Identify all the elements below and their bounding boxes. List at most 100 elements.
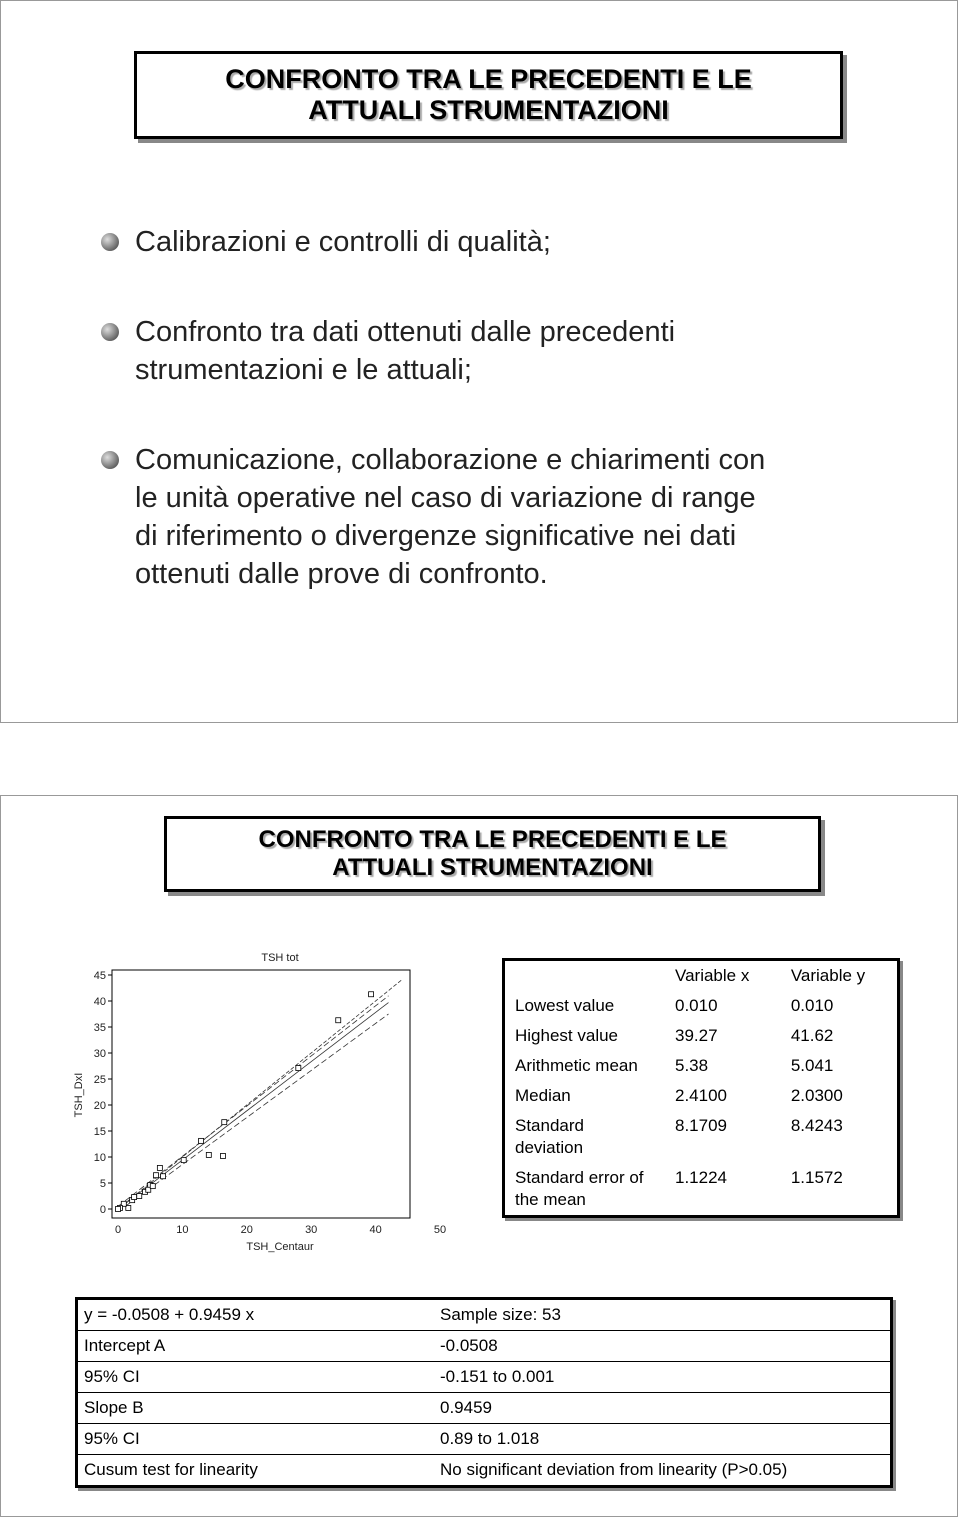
y-tick-label: 25: [94, 1074, 106, 1086]
row: Standard deviation 8.1709 8.4243: [504, 1111, 899, 1163]
fit-line: [117, 1002, 389, 1210]
point: [153, 1172, 159, 1179]
regression-table: y = -0.0508 + 0.9459 x Sample size: 53 Int…: [75, 1297, 893, 1488]
point: [221, 1119, 228, 1126]
point: [198, 1137, 204, 1144]
cell: 5.38: [675, 1056, 709, 1075]
point: [295, 1065, 302, 1071]
point: [145, 1186, 152, 1193]
slide-1: CONFRONTO TRA LE PRECEDENTI E LE ATTUALI …: [0, 0, 958, 723]
cell: 95% CI: [76, 1361, 434, 1393]
x-tick-label: 20: [241, 1224, 253, 1236]
bullet-line: strumentazioni e le attuali;: [135, 354, 472, 386]
y-tick-label: 30: [94, 1048, 106, 1060]
cell: 8.1709: [675, 1116, 727, 1135]
cell: Cusum test for linearity: [76, 1454, 434, 1487]
fit-line: [117, 979, 402, 1210]
cell: 0.89 to 1.018: [434, 1423, 892, 1455]
point: [335, 1017, 342, 1024]
cell: -0.151 to 0.001: [434, 1361, 892, 1393]
point: [120, 1200, 127, 1207]
row: Slope B 0.9459: [76, 1392, 892, 1424]
bullet: Comunicazione, collaborazione e chiarime…: [101, 441, 766, 593]
x-axis-label: TSH_Centaur: [246, 1241, 314, 1253]
point: [368, 991, 374, 998]
title-line: CONFRONTO TRA LE PRECEDENTI E LE: [258, 826, 727, 853]
x-tick-label: 50: [434, 1224, 446, 1236]
header-cell: Variable y: [790, 966, 866, 985]
bullet-icon: [101, 233, 119, 251]
chart: TSH tot TSH_Centaur TSH_DxI 0 5 10 15 20 25 30 35 4…: [73, 952, 446, 1253]
cell: 0.010: [790, 996, 834, 1015]
fit-line: [117, 995, 389, 1207]
y-axis-label: TSH_DxI: [73, 1073, 85, 1118]
bullet-line: ottenuti dalle prove di confronto.: [135, 558, 548, 590]
title-line: ATTUALI STRUMENTAZIONI: [332, 854, 653, 881]
y-tick-label: 45: [94, 970, 106, 982]
slide-2: CONFRONTO TRA LE PRECEDENTI E LE ATTUALI …: [0, 795, 958, 1517]
cell: 5.041: [790, 1056, 834, 1075]
cell: 1.1572: [790, 1168, 843, 1187]
y-tick-label: 40: [94, 996, 106, 1008]
cell: 39.27: [675, 1026, 718, 1045]
bullet-line: Calibrazioni e controlli di qualità;: [135, 226, 551, 258]
y-tick-label: 20: [94, 1100, 106, 1112]
x-tick-label: 0: [115, 1224, 121, 1236]
point: [115, 1206, 121, 1212]
row: Median 2.4100 2.0300: [504, 1081, 899, 1111]
stats-table: Variable x Variable y Lowest value 0.010 0.0…: [502, 958, 900, 1218]
cell: 0.9459: [434, 1392, 892, 1424]
cell: Arithmetic mean: [515, 1056, 638, 1075]
cell: Standard deviation: [515, 1116, 584, 1157]
cell: Intercept A: [76, 1330, 434, 1362]
header-cell: Variable x: [675, 966, 750, 985]
y-tick-label: 0: [100, 1204, 106, 1216]
cell: Standard error of the mean: [515, 1168, 644, 1209]
cell: [504, 960, 666, 992]
row: Highest value 39.27 41.62: [504, 1021, 899, 1051]
point: [156, 1165, 163, 1171]
cell: No significant deviation from linearity …: [434, 1454, 892, 1487]
cell: Lowest value: [515, 996, 615, 1015]
bullet-icon: [101, 323, 119, 341]
cell: 2.4100: [675, 1086, 727, 1105]
point: [220, 1153, 226, 1159]
cell: 8.4243: [790, 1116, 843, 1135]
fit-line: [117, 1013, 389, 1212]
row: y = -0.0508 + 0.9459 x Sample size: 53: [76, 1298, 892, 1331]
y-tick-label: 10: [94, 1152, 106, 1164]
y-tick-label: 15: [94, 1126, 106, 1138]
bullet: Calibrazioni e controlli di qualità;: [101, 223, 551, 261]
x-tick-label: 10: [176, 1224, 188, 1236]
cell: 0.010: [675, 996, 718, 1015]
point: [136, 1193, 143, 1199]
slide-title: CONFRONTO TRA LE PRECEDENTI E LE ATTUALI …: [134, 51, 843, 139]
row: 95% CI -0.151 to 0.001: [76, 1361, 892, 1393]
plot-frame: [111, 969, 411, 1219]
title-line: CONFRONTO TRA LE PRECEDENTI E LE: [225, 64, 752, 94]
header-row: Variable x Variable y: [504, 960, 899, 992]
row: Standard error of the mean 1.1224 1.1572: [504, 1163, 899, 1217]
point: [125, 1205, 132, 1211]
y-tick-label: 35: [94, 1022, 106, 1034]
y-tick-label: 5: [100, 1178, 106, 1190]
chart-title: TSH tot: [261, 952, 298, 964]
row: Lowest value 0.010 0.010: [504, 991, 899, 1021]
row: Arithmetic mean 5.38 5.041: [504, 1051, 899, 1081]
cell: Highest value: [515, 1026, 619, 1045]
cell: 95% CI: [76, 1423, 434, 1455]
cell: Slope B: [76, 1392, 434, 1424]
slide-title: CONFRONTO TRA LE PRECEDENTI E LE ATTUALI …: [164, 816, 821, 892]
point: [160, 1173, 166, 1180]
bullet-line: Confronto tra dati ottenuti dalle preced…: [135, 316, 676, 348]
bullet-line: le unità operative nel caso di variazion…: [135, 482, 756, 514]
point: [180, 1157, 187, 1164]
cell: 1.1224: [675, 1168, 727, 1187]
cell: y = -0.0508 + 0.9459 x: [76, 1298, 434, 1331]
point: [205, 1152, 212, 1158]
cell: 41.62: [790, 1026, 834, 1045]
bullet-line: Comunicazione, collaborazione e chiarime…: [135, 444, 766, 476]
x-tick-label: 30: [305, 1224, 317, 1236]
cell: -0.0508: [434, 1330, 892, 1362]
point: [131, 1194, 137, 1200]
